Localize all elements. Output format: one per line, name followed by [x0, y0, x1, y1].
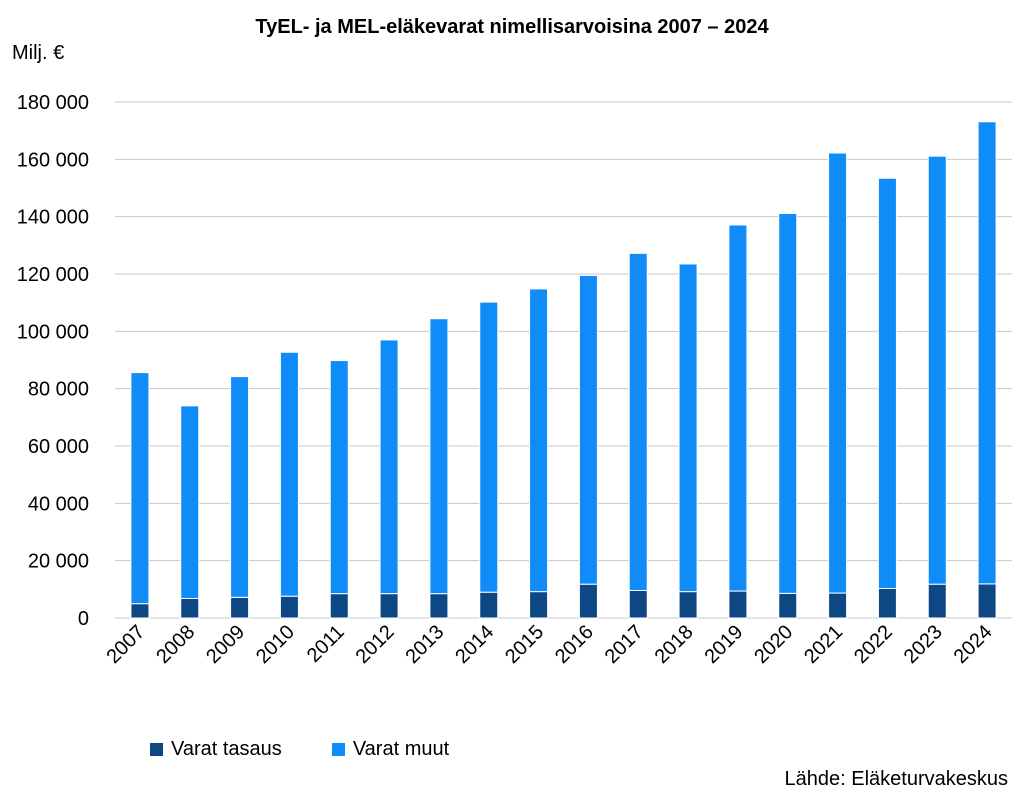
legend-label: Varat tasaus [171, 738, 282, 760]
bar-varat-tasaus [828, 592, 848, 619]
bar-varat-muut [279, 351, 299, 597]
y-tick-label: 140 000 [17, 207, 89, 229]
bar-varat-muut [578, 274, 598, 585]
bar-varat-tasaus [230, 596, 250, 619]
bar-varat-muut [877, 177, 897, 589]
legend-swatch [150, 743, 163, 756]
bar-varat-muut [778, 213, 798, 594]
gridlines [115, 101, 1012, 619]
bar-varat-muut [379, 339, 399, 595]
bar-varat-tasaus [180, 598, 200, 619]
bar-varat-tasaus [429, 593, 449, 619]
bar-varat-muut [977, 121, 997, 585]
bar-varat-tasaus [379, 593, 399, 619]
x-tick-label: 2008 [152, 621, 199, 668]
x-tick-label: 2023 [900, 621, 947, 668]
bar-varat-tasaus [479, 591, 499, 619]
x-tick-label: 2011 [303, 621, 349, 667]
x-tick-label: 2021 [800, 621, 847, 668]
x-tick-label: 2007 [102, 621, 149, 668]
bar-varat-tasaus [977, 583, 997, 619]
x-tick-label: 2022 [850, 621, 897, 668]
y-tick-label: 180 000 [17, 92, 89, 114]
bar-varat-tasaus [529, 591, 549, 619]
bar-varat-muut [180, 405, 200, 600]
bar-varat-muut [429, 318, 449, 595]
x-tick-label: 2010 [252, 621, 299, 668]
x-tick-label: 2016 [551, 621, 598, 668]
x-tick-label: 2015 [501, 621, 548, 668]
x-tick-label: 2009 [202, 621, 249, 668]
bar-varat-muut [628, 252, 648, 591]
y-tick-label: 160 000 [17, 149, 89, 171]
y-axis-label: Milj. € [12, 42, 65, 64]
bar-varat-tasaus [678, 591, 698, 619]
x-tick-label: 2019 [700, 621, 747, 668]
x-tick-label: 2014 [451, 621, 498, 668]
legend-label: Varat muut [352, 738, 450, 760]
bar-varat-tasaus [130, 603, 150, 619]
x-tick-label: 2013 [401, 621, 448, 668]
bar-varat-muut [927, 155, 947, 585]
bar-varat-tasaus [628, 589, 648, 619]
y-tick-label: 120 000 [17, 264, 89, 286]
bar-varat-tasaus [877, 587, 897, 619]
bar-varat-muut [329, 360, 349, 595]
legend-item-tasaus: Varat tasaus [150, 738, 282, 761]
chart-title: TyEL- ja MEL-eläkevarat nimellisarvoisin… [255, 16, 769, 38]
bar-varat-muut [479, 301, 499, 593]
y-tick-label: 0 [78, 608, 89, 630]
bar-varat-muut [529, 288, 549, 593]
y-tick-labels: 0 20 000 40 000 60 000 80 000 100 000 120 000 1… [17, 92, 89, 630]
legend: Varat tasaus Varat muut [150, 738, 449, 761]
y-tick-label: 100 000 [17, 321, 89, 343]
x-tick-label: 2017 [601, 621, 648, 668]
x-tick-label: 2024 [950, 621, 997, 668]
bar-varat-tasaus [927, 583, 947, 619]
bars [130, 121, 997, 619]
bar-varat-tasaus [728, 590, 748, 619]
bar-varat-tasaus [778, 592, 798, 619]
legend-item-muut: Varat muut [331, 738, 450, 761]
y-tick-label: 60 000 [28, 436, 89, 458]
x-tick-labels: 2007 2008 2009 2010 2011 2012 2013 2014 2015 2016… [102, 621, 996, 668]
y-tick-label: 80 000 [28, 379, 89, 401]
x-tick-label: 2020 [750, 621, 797, 668]
source-note: Lähde: Eläketurvakeskus [784, 768, 1008, 790]
bar-varat-muut [828, 152, 848, 594]
bar-varat-tasaus [279, 595, 299, 619]
y-tick-label: 40 000 [28, 493, 89, 515]
bar-varat-muut [230, 376, 250, 598]
bar-varat-tasaus [578, 583, 598, 619]
bar-varat-muut [130, 372, 150, 605]
bar-varat-tasaus [329, 593, 349, 619]
bar-varat-muut [678, 263, 698, 593]
legend-swatch [331, 743, 345, 756]
x-tick-label: 2018 [651, 621, 698, 668]
bar-varat-muut [728, 224, 748, 592]
x-tick-label: 2012 [352, 621, 399, 668]
y-tick-label: 20 000 [28, 551, 89, 573]
